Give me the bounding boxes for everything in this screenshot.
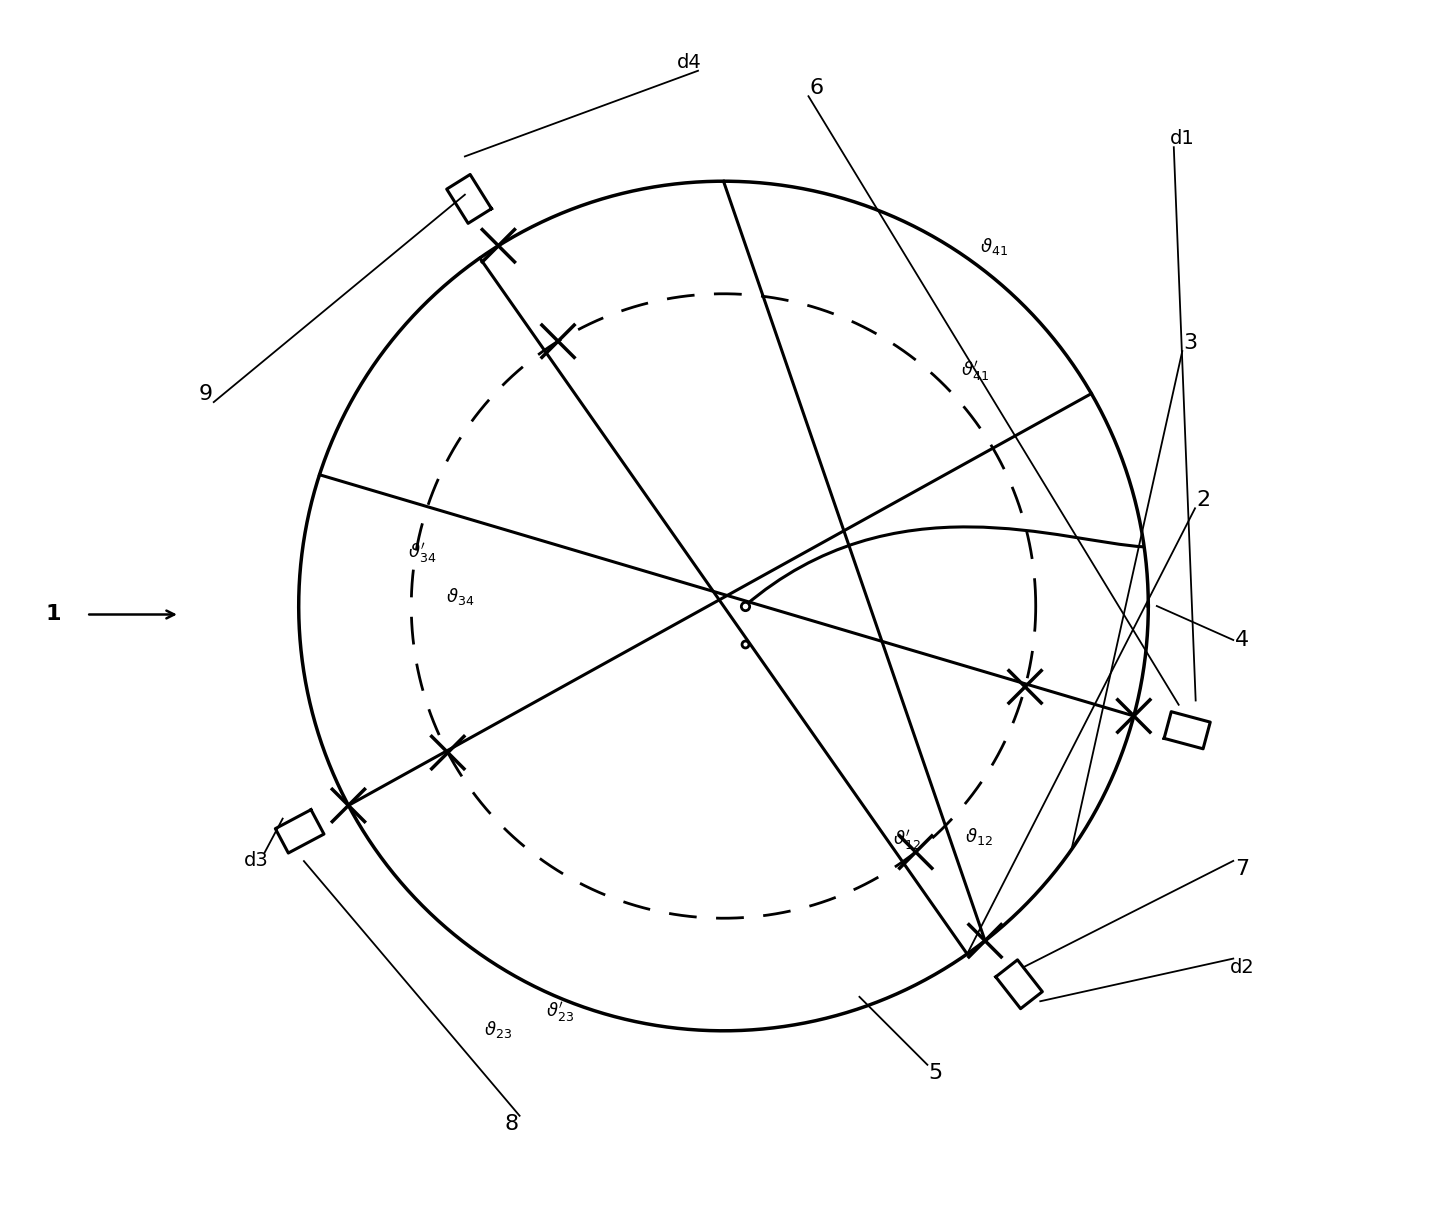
Text: 4: 4 <box>1234 630 1249 650</box>
Text: $\vartheta_{41}$: $\vartheta_{41}$ <box>981 236 1009 257</box>
Text: d2: d2 <box>1230 957 1255 977</box>
Text: 8: 8 <box>504 1114 518 1134</box>
Text: 1: 1 <box>45 605 61 624</box>
Text: $\vartheta_{23}$: $\vartheta_{23}$ <box>485 1019 512 1040</box>
Text: $\vartheta_{34}'$: $\vartheta_{34}'$ <box>408 541 437 565</box>
Text: 9: 9 <box>198 383 213 404</box>
Text: 7: 7 <box>1234 859 1249 880</box>
Text: d1: d1 <box>1171 130 1195 148</box>
Text: 6: 6 <box>810 78 823 98</box>
Text: d3: d3 <box>245 851 269 870</box>
Text: d4: d4 <box>677 53 702 72</box>
Text: $\vartheta_{12}'$: $\vartheta_{12}'$ <box>893 828 920 852</box>
Text: $\vartheta_{12}$: $\vartheta_{12}$ <box>965 825 993 847</box>
Text: $\vartheta_{34}$: $\vartheta_{34}$ <box>446 587 475 607</box>
Text: 2: 2 <box>1197 490 1211 510</box>
Text: 3: 3 <box>1184 332 1198 353</box>
Text: $\vartheta_{23}'$: $\vartheta_{23}'$ <box>546 1000 573 1024</box>
Text: 5: 5 <box>929 1063 943 1084</box>
Text: $\vartheta_{41}'$: $\vartheta_{41}'$ <box>961 359 990 383</box>
